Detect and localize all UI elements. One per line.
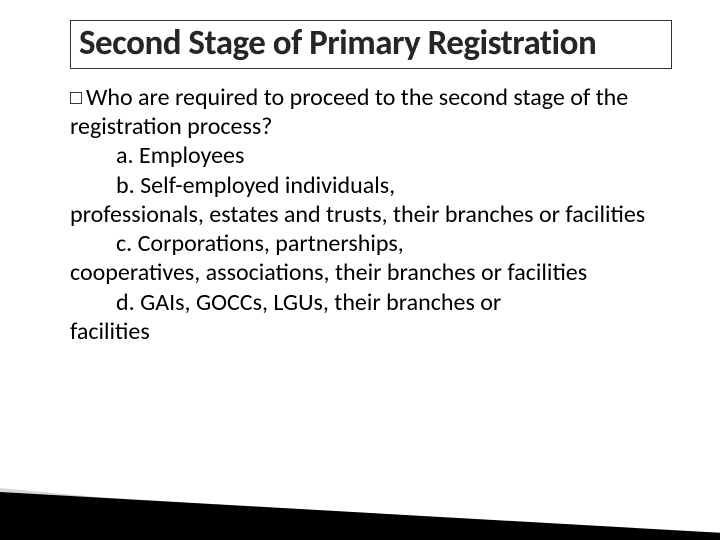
body-lead-text: Who are required to proceed to the secon…	[70, 83, 628, 141]
item-b-first: b. Self-employed individuals,	[70, 171, 395, 200]
item-a: a. Employees	[70, 141, 244, 170]
slide-container: Second Stage of Primary Registration Who…	[0, 0, 720, 540]
item-b-cont: professionals, estates and trusts, their…	[70, 200, 672, 229]
slide-body: Who are required to proceed to the secon…	[70, 83, 672, 346]
item-d-cont: facilities	[70, 317, 672, 346]
list-item: d. GAIs, GOCCs, LGUs, their branches or	[70, 288, 672, 317]
item-c-cont: cooperatives, associations, their branch…	[70, 258, 672, 287]
list-item: c. Corporations, partnerships,	[70, 229, 672, 258]
list-item: b. Self-employed individuals,	[70, 171, 672, 200]
title-box: Second Stage of Primary Registration	[70, 20, 672, 69]
item-d-first: d. GAIs, GOCCs, LGUs, their branches or	[70, 288, 501, 317]
bottom-wedge	[0, 492, 720, 540]
square-bullet-icon	[70, 92, 82, 104]
item-c-first: c. Corporations, partnerships,	[70, 229, 404, 258]
slide-title: Second Stage of Primary Registration	[79, 25, 663, 62]
list-item: a. Employees	[70, 141, 672, 170]
